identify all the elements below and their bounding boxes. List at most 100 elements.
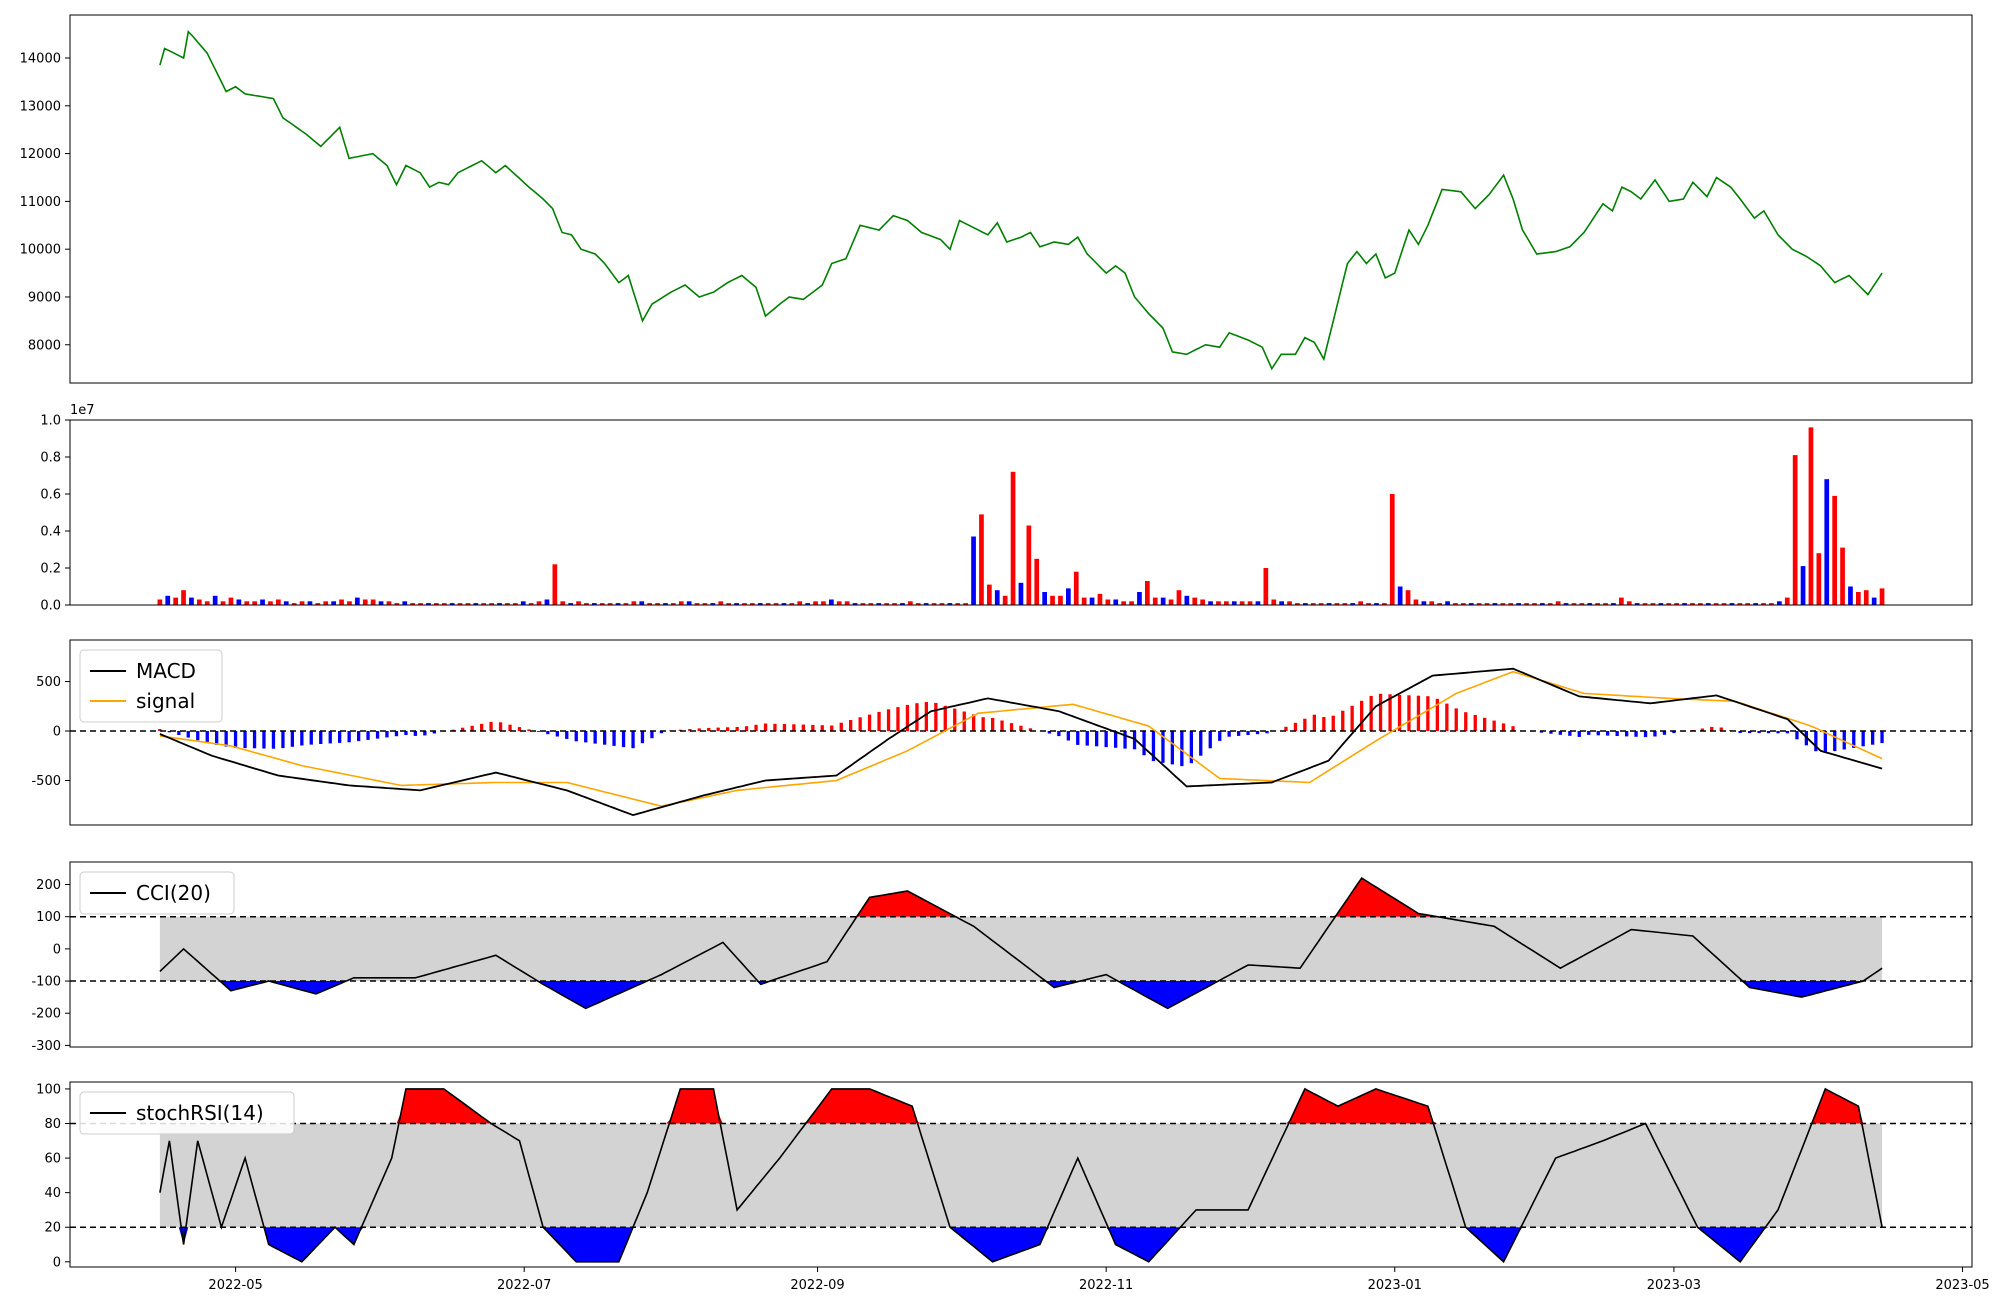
- volume-bar: [1666, 603, 1672, 605]
- macd-histogram-bar: [640, 731, 645, 744]
- macd-histogram-bar: [1000, 720, 1004, 731]
- x-tick-label: 2022-07: [497, 1278, 551, 1293]
- volume-bar: [1484, 603, 1490, 605]
- price-ytick-label: 10000: [20, 243, 61, 258]
- price-ytick-label: 9000: [28, 290, 61, 305]
- volume-bar: [1445, 601, 1450, 605]
- volume-bar: [1879, 588, 1885, 605]
- macd-histogram-bar: [1416, 695, 1421, 731]
- volume-bar: [1318, 603, 1324, 605]
- macd-histogram-bar: [858, 717, 862, 731]
- volume-bar: [370, 599, 376, 605]
- volume-bar: [1397, 586, 1403, 605]
- macd-histogram-bar: [158, 729, 162, 731]
- volume-bar: [1334, 603, 1340, 605]
- macd-histogram-bar: [1189, 731, 1193, 764]
- volume-bar: [615, 603, 621, 605]
- volume-bar: [1453, 603, 1458, 605]
- macd-histogram-bar: [697, 728, 701, 731]
- volume-bar: [331, 601, 336, 605]
- volume-bar: [1508, 603, 1514, 605]
- legend-label: MACD: [136, 659, 196, 683]
- legend-label: signal: [136, 689, 195, 713]
- volume-bar: [536, 601, 542, 605]
- volume-bar: [1429, 601, 1435, 605]
- macd-histogram-bar: [782, 724, 787, 731]
- macd-histogram-bar: [1142, 731, 1146, 756]
- volume-bar: [773, 603, 779, 605]
- stochrsi-ytick-label: 60: [44, 1152, 61, 1167]
- volume-bar: [884, 603, 889, 605]
- macd-histogram-bar: [546, 731, 550, 735]
- macd-histogram-bar: [953, 708, 957, 731]
- volume-bar: [1611, 603, 1616, 605]
- legend-label: stochRSI(14): [136, 1101, 264, 1125]
- volume-bar: [1682, 603, 1687, 605]
- volume-bar: [1113, 599, 1119, 605]
- macd-histogram-bar: [1378, 693, 1383, 731]
- macd-histogram-bar: [1104, 731, 1108, 748]
- macd-histogram-bar: [1369, 695, 1373, 731]
- macd-histogram-bar: [1095, 731, 1099, 747]
- volume-bar: [1579, 603, 1585, 605]
- volume-bar: [1034, 558, 1040, 606]
- volume-bar: [1192, 597, 1198, 605]
- macd-histogram-bar: [820, 725, 824, 731]
- volume-bar: [1745, 603, 1751, 605]
- volume-bar: [1224, 601, 1229, 605]
- x-axis: 2022-05 2022-07 2022-09 2022-11 2023-01 2023-…: [208, 1267, 1990, 1293]
- macd-histogram-bar: [461, 727, 465, 731]
- volume-bar: [860, 603, 866, 605]
- volume-bar: [165, 595, 171, 606]
- cci-ytick-label: -100: [31, 975, 61, 990]
- volume-bar: [868, 603, 874, 605]
- macd-histogram-bar: [432, 731, 436, 734]
- volume-bar: [1848, 586, 1853, 605]
- stochrsi-ytick-label: 100: [36, 1082, 61, 1097]
- macd-histogram-bar: [1662, 731, 1667, 735]
- macd-histogram-bar: [1076, 731, 1080, 745]
- macd-histogram-bar: [801, 724, 805, 731]
- macd-histogram-bar: [394, 731, 399, 737]
- volume-bar: [465, 603, 471, 605]
- volume-bar: [979, 514, 984, 605]
- volume-bar: [426, 603, 431, 605]
- volume-bar: [876, 603, 882, 605]
- cci-ytick-label: 200: [36, 878, 61, 893]
- macd-histogram-bar: [527, 729, 531, 731]
- macd-histogram-bar: [338, 731, 342, 743]
- macd-histogram-bar: [1293, 722, 1298, 731]
- cci-ytick-label: -300: [31, 1039, 61, 1054]
- volume-bar: [1382, 603, 1387, 605]
- macd-histogram-bar: [1558, 731, 1562, 735]
- macd-histogram-bar: [1218, 731, 1222, 741]
- volume-bar: [1374, 603, 1379, 605]
- volume-bar: [1698, 603, 1703, 605]
- macd-histogram-bar: [744, 726, 749, 732]
- volume-bar: [836, 601, 842, 605]
- macd-histogram-bar: [1151, 731, 1156, 762]
- macd-histogram-bar: [763, 723, 768, 731]
- volume-bar: [1595, 603, 1600, 605]
- volume-frame: [69, 419, 1973, 606]
- macd-histogram-bar: [792, 724, 796, 731]
- volume-bar: [441, 603, 447, 605]
- macd-histogram-bar: [205, 731, 209, 743]
- volume-bar: [599, 603, 605, 605]
- volume-bar: [212, 595, 218, 606]
- macd-histogram-bar: [1132, 731, 1137, 750]
- volume-bar: [189, 597, 194, 605]
- volume-bar: [750, 603, 755, 605]
- volume-bar: [686, 601, 692, 605]
- volume-bar: [1800, 566, 1806, 605]
- volume-bar: [1476, 603, 1482, 605]
- volume-bar: [1642, 603, 1648, 605]
- volume-bar: [1816, 553, 1822, 605]
- volume-bar: [1532, 603, 1537, 605]
- volume-bar: [1603, 603, 1608, 605]
- volume-bar: [1705, 603, 1711, 605]
- macd-histogram-bar: [1577, 731, 1581, 737]
- volume-bar: [1342, 603, 1348, 605]
- macd-histogram-bar: [366, 731, 370, 740]
- volume-bar: [1516, 603, 1521, 605]
